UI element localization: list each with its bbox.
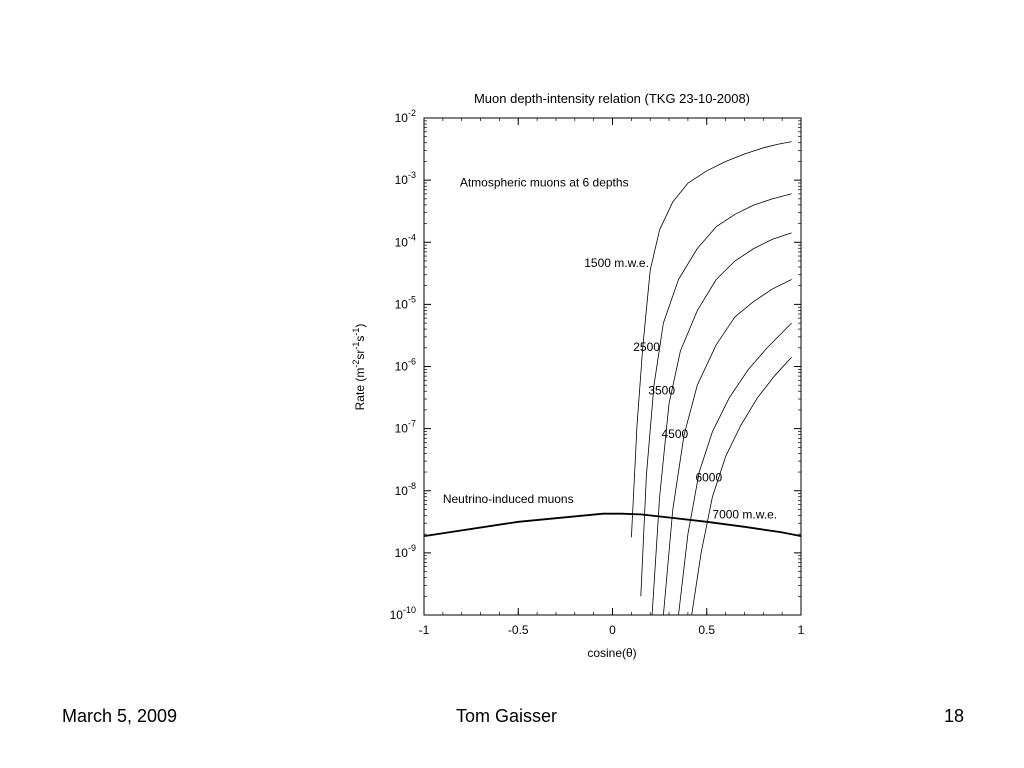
annotation-label: 4500: [662, 427, 689, 441]
y-tick-label: 10-2: [395, 108, 416, 125]
footer-date: March 5, 2009: [62, 706, 178, 726]
series-line-1: [631, 141, 792, 538]
series-line-3: [651, 232, 792, 616]
y-tick-label: 10-3: [395, 170, 416, 187]
y-tick-label: 10-8: [395, 481, 416, 498]
y-tick-label: 10-9: [395, 543, 416, 560]
x-tick-label: -1: [419, 623, 430, 637]
x-axis: -1 -0.5 0 0.5 1: [419, 118, 805, 637]
annotation-label: Neutrino-induced muons: [443, 492, 574, 506]
footer-author: Tom Gaisser: [456, 706, 558, 726]
x-tick-label: 1: [798, 623, 805, 637]
x-tick-label: -0.5: [508, 623, 529, 637]
annotation-label: 3500: [648, 383, 675, 397]
series-line-6: [691, 356, 792, 616]
annotation-label: Atmospheric muons at 6 depths: [460, 175, 629, 189]
chart-title: Muon depth-intensity relation (TKG 23-10…: [474, 91, 750, 106]
y-tick-label: 10-10: [390, 605, 416, 622]
x-axis-label: cosine(θ): [587, 646, 636, 660]
series-line-4: [663, 279, 792, 616]
annotation-label: 1500 m.w.e.: [584, 256, 649, 270]
annotation-label: 7000 m.w.e.: [712, 508, 777, 522]
annotation-layer: Atmospheric muons at 6 depths 1500 m.w.e.…: [443, 175, 777, 521]
series-layer: [423, 141, 802, 616]
x-tick-label: 0.5: [698, 623, 715, 637]
series-neutrino-induced-muons: [423, 512, 802, 537]
series-line-5: [678, 322, 792, 616]
y-axis: 10-2 10-3 10-4 10-5 10-6 10-7 10-8 10-9 10-10: [390, 108, 801, 622]
plot-frame: [423, 117, 802, 616]
x-tick-label: 0: [609, 623, 616, 637]
y-tick-label: 10-7: [395, 419, 416, 436]
annotation-label: 6000: [695, 470, 722, 484]
annotation-label: 2500: [633, 340, 660, 354]
y-tick-label: 10-5: [395, 294, 416, 311]
series-line-2: [640, 193, 792, 597]
y-tick-label: 10-4: [395, 232, 416, 249]
page-number: 18: [944, 706, 965, 726]
y-tick-label: 10-6: [395, 357, 416, 374]
y-axis-label: Rate (m-2sr-1s-1): [351, 324, 367, 411]
